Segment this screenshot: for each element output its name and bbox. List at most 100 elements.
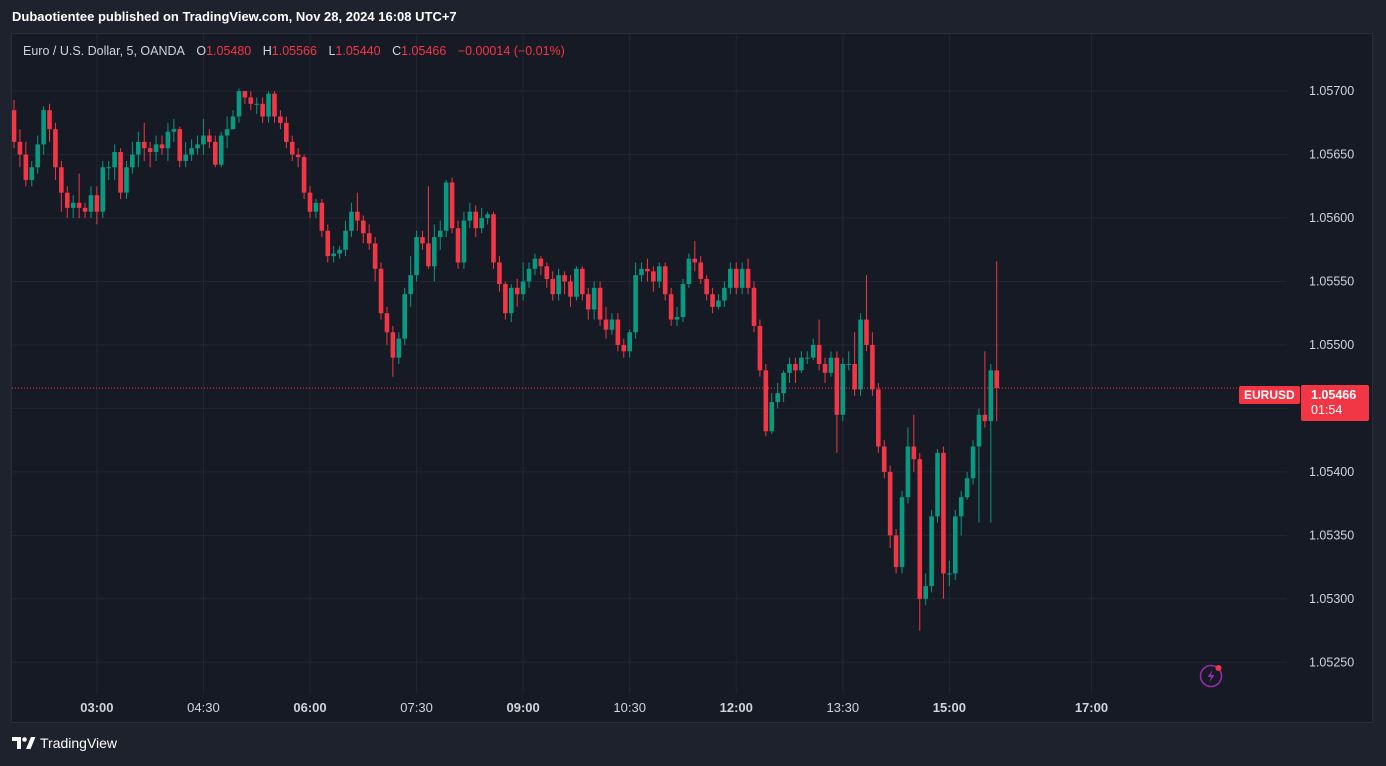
candle <box>781 370 786 403</box>
candle <box>59 160 64 212</box>
candle-body <box>982 414 988 422</box>
candle <box>437 220 443 250</box>
candle <box>846 351 852 371</box>
candle <box>70 195 76 219</box>
candle <box>100 160 106 219</box>
candle-body <box>615 319 621 345</box>
candle <box>420 230 425 250</box>
symbol-price-tag: EURUSD <box>1239 386 1300 404</box>
candlestick-chart[interactable]: 1.052501.053001.053501.054001.054501.055… <box>12 34 1372 722</box>
tradingview-wordmark: TradingView <box>40 735 118 751</box>
chart-panel[interactable]: 1.052501.053001.053501.054001.054501.055… <box>11 33 1373 723</box>
candle-body <box>301 157 307 193</box>
candle-body <box>12 110 17 142</box>
candle-body <box>82 207 88 212</box>
candle <box>887 465 893 549</box>
candle <box>668 287 674 326</box>
axis-layer: 1.052501.053001.053501.054001.054501.055… <box>12 84 1354 715</box>
candle-body <box>526 268 532 282</box>
candle-body <box>964 478 970 498</box>
candle <box>615 313 621 352</box>
candle <box>544 262 550 288</box>
candle <box>319 199 325 238</box>
candle <box>53 122 58 180</box>
candle <box>455 220 461 269</box>
candle-body <box>988 370 994 422</box>
candle <box>343 220 348 257</box>
candle-body <box>656 266 662 282</box>
candle <box>195 135 200 155</box>
candle-body <box>53 129 58 168</box>
candle <box>870 332 875 396</box>
candle <box>212 135 218 168</box>
candle <box>935 449 940 523</box>
candle-body <box>710 294 715 307</box>
candle-body <box>189 148 194 155</box>
candle-body <box>112 152 117 168</box>
candle-body <box>171 129 177 132</box>
candle <box>372 237 378 282</box>
candle <box>47 103 52 142</box>
candle <box>597 281 603 326</box>
candle-body <box>686 258 692 285</box>
candle <box>923 573 928 606</box>
candle <box>467 202 473 229</box>
candle <box>183 141 188 168</box>
candle-body <box>289 141 295 155</box>
candle <box>313 199 319 219</box>
candle-body <box>455 228 461 263</box>
legend-change: −0.00014 (−0.01%) <box>457 44 565 58</box>
candle <box>76 173 82 219</box>
candle-body <box>651 271 656 282</box>
candle <box>651 266 656 292</box>
candle-body <box>325 230 331 257</box>
candle-body <box>722 287 727 301</box>
candle-body <box>544 266 550 279</box>
candle <box>757 319 763 377</box>
candle-body <box>508 287 514 314</box>
candle-body <box>130 154 135 168</box>
candle <box>816 319 822 371</box>
candle <box>876 383 881 453</box>
last-price-value: 1.05466 <box>1311 388 1357 402</box>
legend-symbol: Euro / U.S. Dollar, 5, OANDA <box>23 44 185 58</box>
legend-high-value: 1.05566 <box>271 44 317 58</box>
candle-body <box>556 275 561 295</box>
candle <box>94 186 100 225</box>
candle <box>964 471 970 500</box>
candle <box>17 129 23 168</box>
candle-body <box>491 214 496 263</box>
candle <box>278 110 283 130</box>
candle <box>722 281 727 307</box>
candle-body <box>585 294 591 310</box>
candle-body <box>396 338 402 358</box>
candle <box>508 284 514 323</box>
candle-body <box>810 344 816 358</box>
candle <box>414 230 419 282</box>
candle <box>118 148 123 199</box>
candle <box>822 357 828 384</box>
candle <box>532 253 538 276</box>
legend-low-label: L <box>328 44 336 58</box>
candle-body <box>893 535 899 568</box>
candle-body <box>840 364 846 415</box>
candle-body <box>816 344 822 364</box>
y-tick-label: 1.05500 <box>1309 338 1354 352</box>
candle <box>526 262 532 288</box>
candle <box>106 160 112 180</box>
candle-body <box>248 97 254 104</box>
candle <box>686 253 692 288</box>
candle-body <box>278 116 283 123</box>
candle <box>609 313 615 335</box>
candle <box>941 446 946 599</box>
candle-body <box>319 202 325 231</box>
candle-body <box>64 192 70 208</box>
candle-layer <box>12 88 1000 631</box>
candle-body <box>141 141 147 149</box>
candle-body <box>532 258 538 269</box>
candle <box>301 154 307 199</box>
lightning-icon[interactable] <box>1198 662 1224 688</box>
y-tick-label: 1.05400 <box>1309 465 1354 479</box>
tradingview-brand[interactable]: TradingView <box>12 735 117 751</box>
candle-body <box>384 313 390 333</box>
